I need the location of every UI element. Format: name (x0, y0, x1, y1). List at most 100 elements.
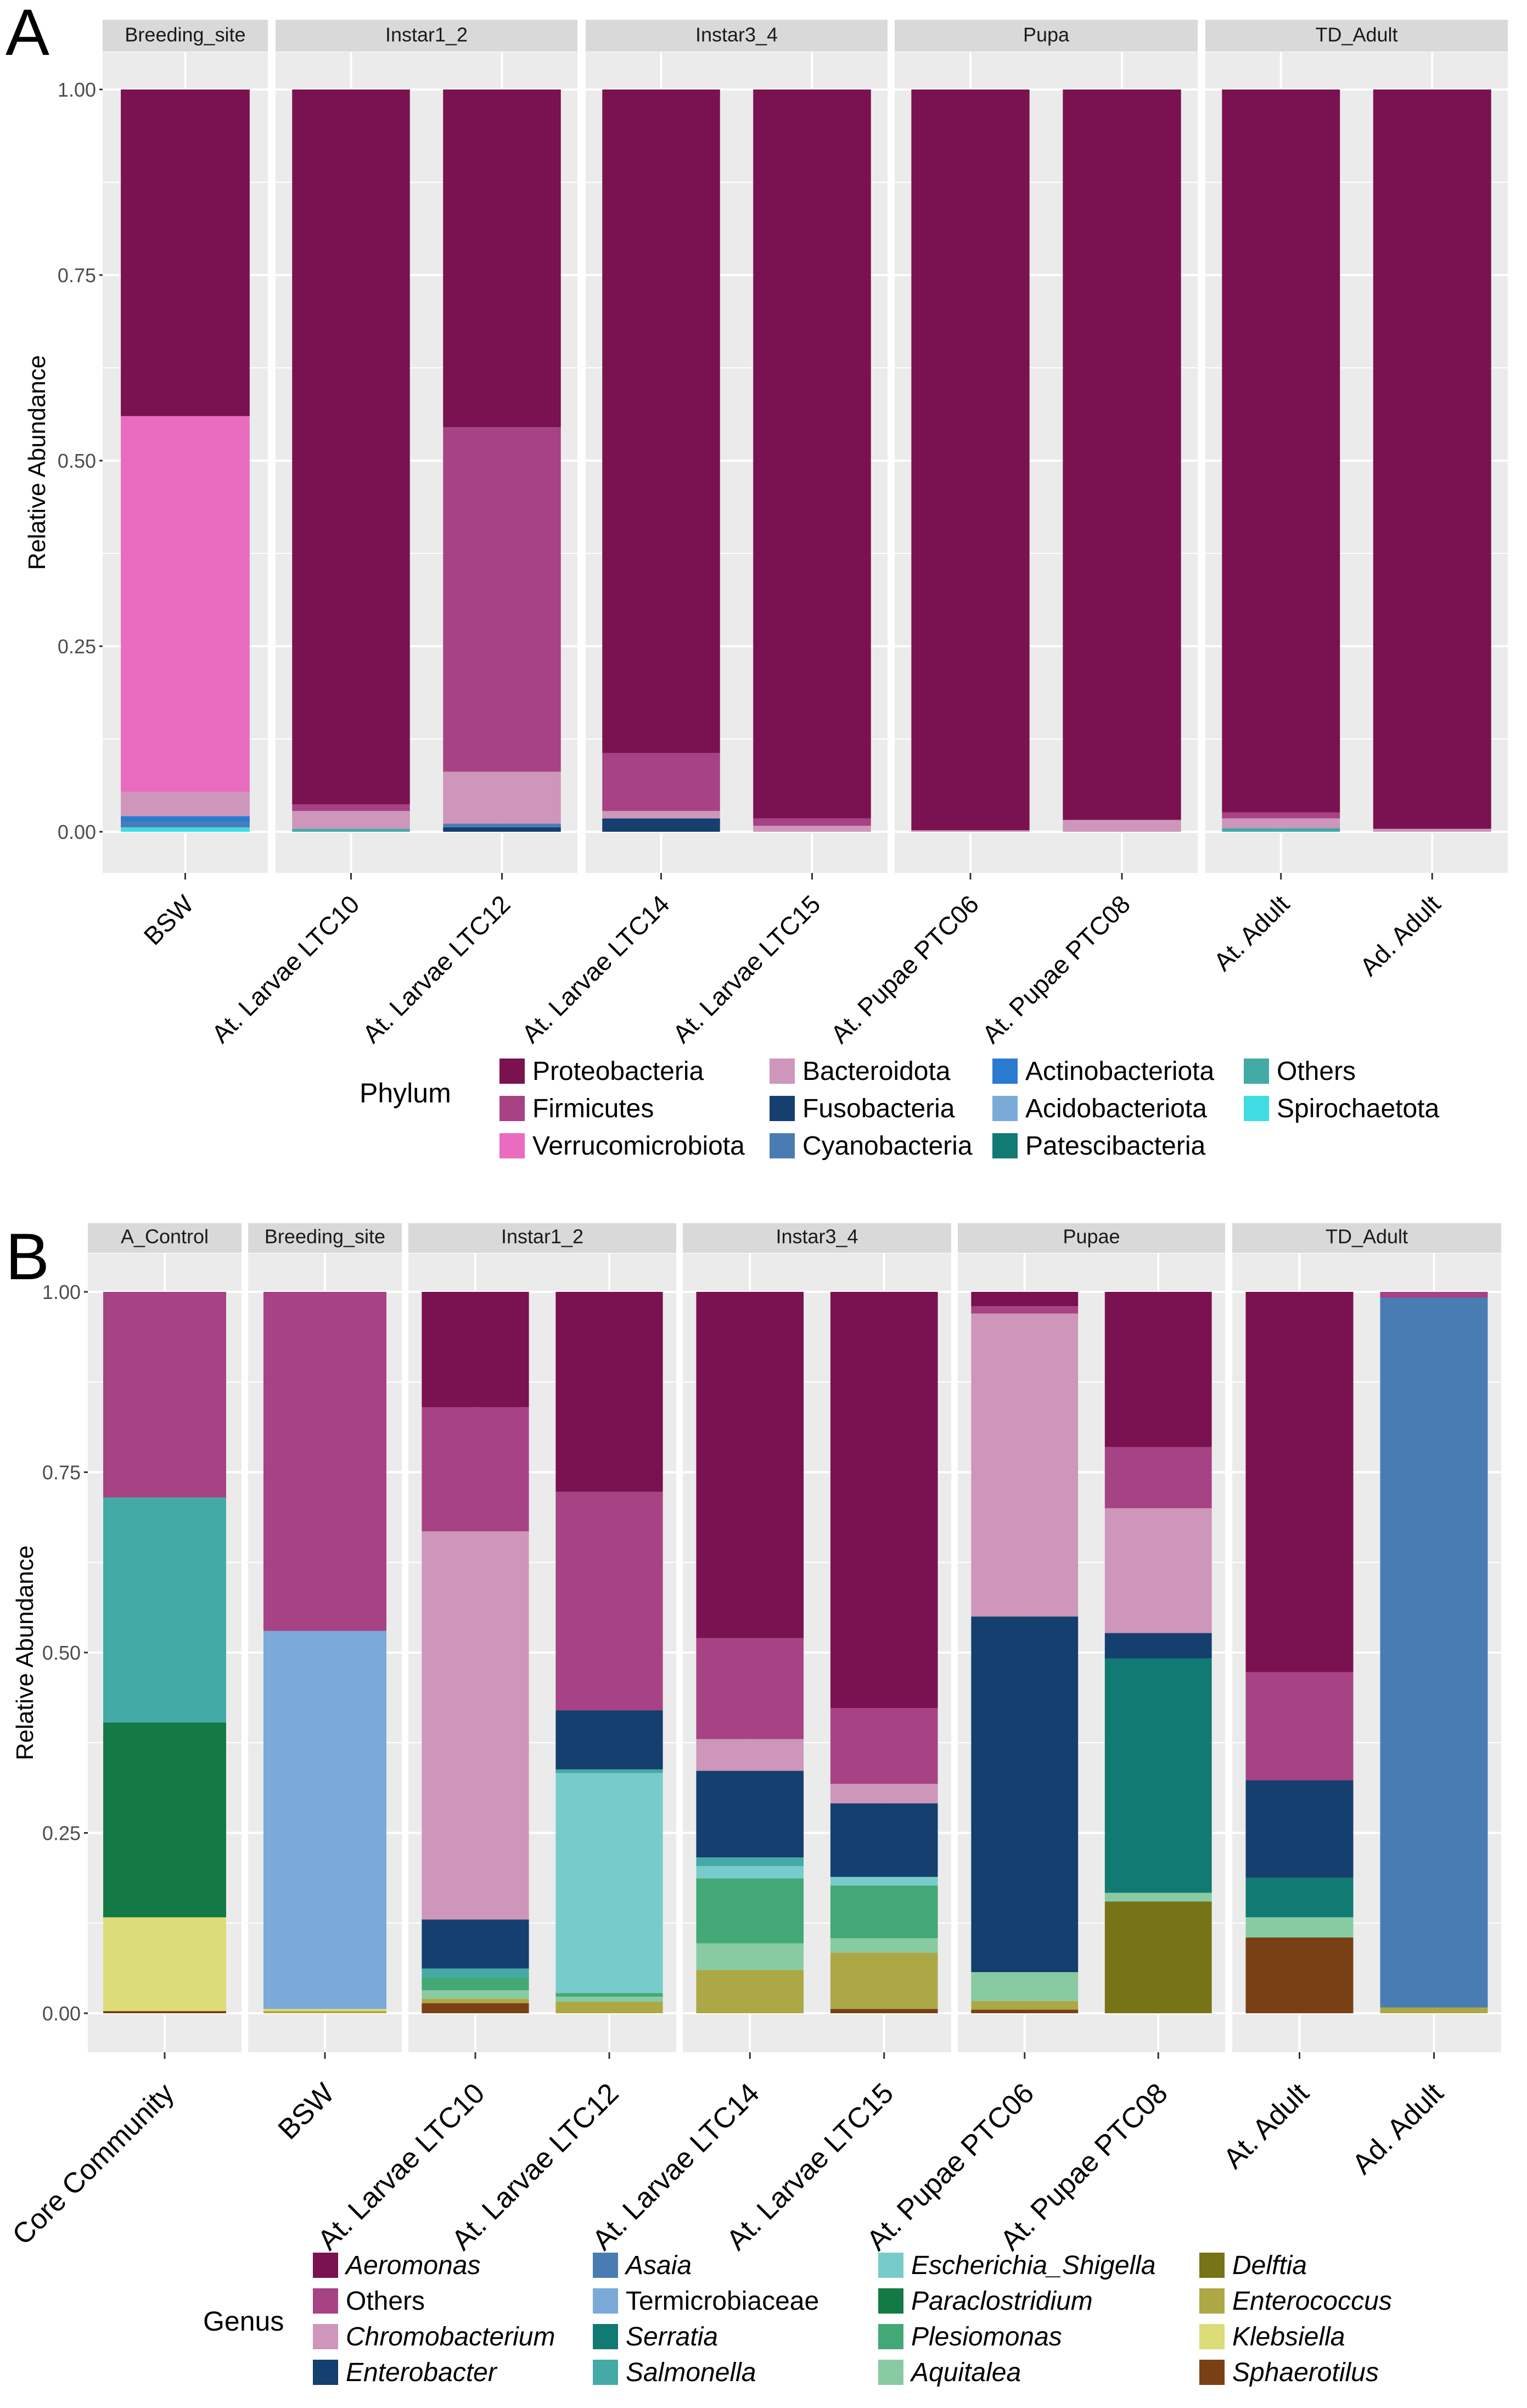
legend-label: Asaia (624, 2251, 692, 2280)
bar-core-community (103, 1292, 226, 2013)
x-tick-label: At. Larvae LTC14 (516, 889, 675, 1048)
legend-item-plesiomonas: Plesiomonas (878, 2322, 1062, 2351)
bar-segment-proteobacteria (121, 89, 250, 416)
legend-item-others: Others (313, 2287, 425, 2316)
legend-item-delftia: Delftia (1199, 2251, 1307, 2280)
legend-label: Aeromonas (344, 2251, 480, 2280)
facet-breeding-site: Breeding_site BSW (248, 1223, 402, 2146)
legend-label: Cyanobacteria (802, 1132, 973, 1161)
bar-segment-aquitalea (971, 1972, 1079, 2001)
legend-title: Genus (203, 2306, 284, 2337)
legend-title: Phylum (360, 1078, 451, 1108)
bar-segment-enterobacter (555, 1710, 663, 1769)
y-tick-label: 0.25 (42, 1822, 81, 1845)
legend-label: Proteobacteria (532, 1057, 704, 1086)
bar-segment-klebsiella (263, 2009, 386, 2012)
chart-panel-a: Relative Abundance 0.00 0.25 0.50 0.75 1.00 Br… (24, 20, 1508, 1161)
legend-swatch (1199, 2324, 1225, 2349)
bar-segment-delftia (1104, 1901, 1212, 2013)
bar-segment-bacteroidota (911, 830, 1030, 832)
bar-segment-others (696, 1638, 804, 1739)
legend-item-salmonella: Salmonella (593, 2358, 756, 2387)
legend-swatch (593, 2253, 618, 2278)
bar-segment-aeromonas (422, 1292, 529, 1408)
legend-item-serratia: Serratia (593, 2322, 718, 2351)
bar-bsw (263, 1292, 386, 2013)
bar-at-larvae-ltc14 (696, 1292, 804, 2013)
y-axis-title: Relative Abundance (24, 355, 50, 570)
legend-swatch (770, 1133, 795, 1158)
bar-segment-firmicutes (292, 804, 410, 811)
facet-strip (586, 20, 888, 52)
legend-genus: Genus Aeromonas Others Chromobacterium Enter… (203, 2251, 1392, 2387)
legend-item-others: Others (1244, 1057, 1356, 1086)
bar-segment-firmicutes (753, 818, 871, 826)
legend-swatch (313, 2324, 338, 2349)
bar-segment-enterococcus (422, 1998, 529, 2003)
bar-at-pupae-ptc08 (1063, 89, 1181, 832)
bar-segment-proteobacteria (1222, 89, 1340, 813)
bar-segment-aeromonas (1245, 1292, 1354, 1672)
bar-segment-aeromonas (1104, 1292, 1212, 1447)
facet-strip (276, 20, 577, 52)
bar-segment-asaia (1380, 1297, 1488, 2008)
bar-segment-plesiomonas (830, 1885, 938, 1939)
legend-item-termicrobiaceae: Termicrobiaceae (593, 2287, 819, 2316)
legend-label: Escherichia_Shigella (911, 2251, 1156, 2280)
bar-segment-aeromonas (555, 1292, 663, 1492)
bar-segment-enterococcus (555, 2001, 663, 2013)
legend-label: Sphaerotilus (1232, 2358, 1379, 2387)
bar-segment-others (103, 1292, 226, 1498)
x-tick-label: At. Adult (1217, 2077, 1315, 2175)
legend-label: Delftia (1232, 2251, 1307, 2280)
legend-item-firmicutes: Firmicutes (499, 1094, 654, 1123)
bar-segment-bacteroidota (1222, 818, 1340, 828)
bar-segment-others (1222, 828, 1340, 832)
legend-label: Salmonella (626, 2358, 756, 2387)
bar-segment-firmicutes (1222, 812, 1340, 819)
bar-segment-enterobacter (422, 1919, 529, 1969)
legend-label: Enterobacter (346, 2358, 498, 2387)
bar-segment-proteobacteria (1063, 89, 1181, 820)
bar-at-adult (1222, 89, 1340, 832)
bar-segment-sphaerotilus (830, 2009, 938, 2013)
legend-label: Serratia (626, 2322, 718, 2351)
legend-item-klebsiella: Klebsiella (1199, 2322, 1345, 2351)
legend-item-verrucomicrobiota: Verrucomicrobiota (499, 1132, 745, 1161)
bar-segment-aquitalea (555, 1996, 663, 2002)
bar-segment-firmicutes (602, 753, 720, 811)
bar-segment-enterococcus (971, 2001, 1079, 2010)
bar-segment-others (555, 1491, 663, 1711)
legend-item-aquitalea: Aquitalea (878, 2358, 1021, 2387)
legend-item-actinobacteriota: Actinobacteriota (992, 1057, 1215, 1086)
legend-phylum: Phylum Proteobacteria Firmicutes Verrucomic… (360, 1057, 1440, 1161)
bar-segment-klebsiella (103, 1917, 226, 2012)
legend-swatch (878, 2360, 903, 2385)
bar-segment-sphaerotilus (1245, 1937, 1354, 2013)
bar-segment-aeromonas (830, 1292, 938, 1709)
y-tick-label: 0.00 (42, 2002, 81, 2025)
legend-item-spirochaetota: Spirochaetota (1244, 1094, 1440, 1123)
bar-segment-serratia (1104, 1658, 1212, 1893)
bar-segment-others (422, 1407, 529, 1532)
bar-segment-bacteroidota (292, 811, 410, 829)
legend-item-cyanobacteria: Cyanobacteria (770, 1132, 973, 1161)
bar-segment-salmonella (103, 1497, 226, 1723)
bar-segment-aeromonas (696, 1292, 804, 1638)
legend-label: Enterococcus (1232, 2287, 1392, 2316)
facet-strip-label: A_Control (121, 1225, 209, 1248)
bar-at-larvae-ltc15 (830, 1292, 938, 2013)
facet-strip-label: Instar1_2 (501, 1225, 583, 1248)
x-tick-label: At. Larvae LTC15 (667, 889, 826, 1048)
x-tick-label: At. Larvae LTC10 (206, 889, 364, 1048)
bar-at-pupae-ptc08 (1104, 1292, 1212, 2013)
legend-label: Patescibacteria (1025, 1132, 1205, 1161)
facet-strip-label: Pupae (1063, 1225, 1120, 1248)
bar-segment-verrucomicrobiota (121, 416, 250, 792)
facet-strip (248, 1223, 402, 1253)
bar-segment-actinobacteriota (121, 816, 250, 822)
x-tick-label: At. Adult (1208, 889, 1295, 976)
bar-segment-enterococcus (696, 1970, 804, 2013)
bar-segment-escherichia-shigella (696, 1866, 804, 1879)
